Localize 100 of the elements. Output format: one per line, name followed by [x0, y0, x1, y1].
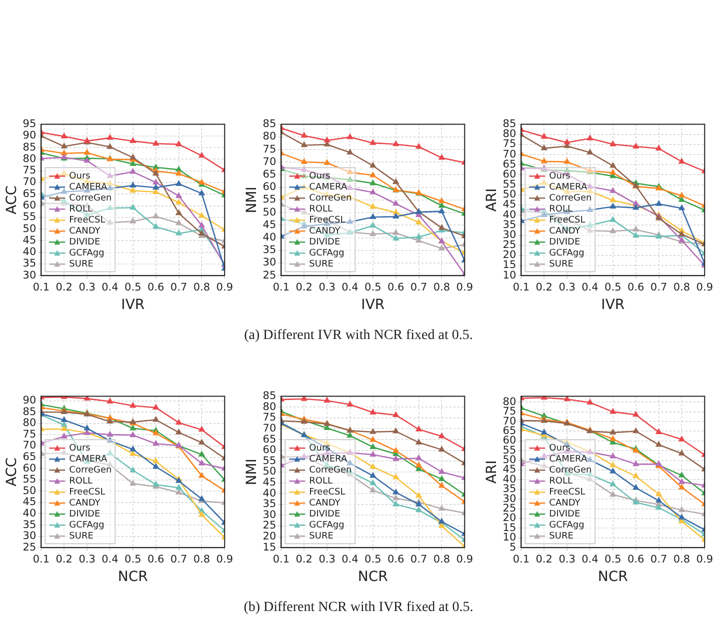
- legend-label: SURE: [69, 531, 94, 542]
- y-tick-label: 20: [262, 530, 276, 543]
- y-tick-label: 50: [22, 484, 36, 497]
- legend-label: FreeCSL: [69, 487, 106, 498]
- legend-label: ROLL: [549, 204, 573, 214]
- x-tick-label: 0.1: [272, 554, 290, 566]
- x-tick-label: 0.4: [342, 282, 359, 294]
- x-tick-label: 0.5: [364, 282, 382, 294]
- y-tick-label: 40: [262, 487, 276, 500]
- y-tick-label: 70: [502, 148, 516, 160]
- y-tick-label: 45: [22, 234, 36, 246]
- y-tick-label: 80: [502, 396, 516, 408]
- y-tick-label: 75: [262, 143, 276, 156]
- x-tick-label: 0.9: [216, 282, 233, 294]
- y-tick-label: 60: [262, 444, 276, 456]
- legend-label: SURE: [549, 531, 574, 542]
- legend-label: CAMERA: [69, 182, 108, 192]
- y-tick-label: 50: [262, 466, 276, 478]
- y-tick-label: 85: [262, 118, 276, 130]
- y-axis-title: ARI: [484, 188, 500, 212]
- y-tick-label: 75: [22, 164, 36, 177]
- x-tick-label: 0.8: [433, 282, 450, 294]
- x-tick-label: 0.9: [696, 282, 713, 294]
- y-tick-label: 90: [22, 394, 36, 407]
- y-tick-label: 35: [502, 483, 516, 496]
- y-tick-label: 45: [262, 476, 276, 488]
- x-tick-label: 0.3: [78, 554, 96, 566]
- x-tick-label: 0.6: [387, 554, 405, 566]
- legend-label: DIVIDE: [69, 509, 100, 520]
- text: (b) Different NCR with IVR fixed at 0.5.: [242, 600, 474, 616]
- x-tick-label: 0.7: [410, 554, 428, 566]
- legend-label: ROLL: [69, 204, 93, 214]
- legend-label: FreeCSL: [549, 487, 586, 498]
- y-tick-label: 20: [502, 512, 516, 524]
- legend-label: ROLL: [69, 476, 93, 486]
- x-tick-label: 0.4: [582, 554, 599, 566]
- legend-label: GCFAgg: [69, 520, 104, 530]
- x-tick-label: 0.9: [696, 554, 713, 566]
- x-tick-label: 0.3: [318, 282, 336, 294]
- y-tick-label: 70: [22, 176, 36, 188]
- x-axis-title: NCR: [118, 569, 148, 586]
- x-tick-label: 0.4: [342, 554, 359, 566]
- y-tick-label: 35: [262, 244, 276, 256]
- legend-label: CAMERA: [549, 454, 588, 464]
- legend-label: Ours: [309, 171, 331, 182]
- x-tick-label: 0.5: [604, 282, 622, 294]
- y-tick-label: 75: [502, 138, 516, 150]
- legend-label: SURE: [69, 259, 94, 270]
- x-tick-label: 0.7: [650, 282, 668, 294]
- x-tick-label: 0.7: [170, 282, 188, 294]
- legend-label: CANDY: [549, 226, 581, 236]
- x-tick-label: 0.3: [558, 282, 576, 294]
- y-tick-label: 15: [262, 541, 276, 554]
- x-tick-label: 0.8: [673, 282, 690, 294]
- x-tick-label: 0.1: [512, 282, 530, 294]
- legend-label: CANDY: [549, 498, 581, 508]
- y-tick-label: 30: [22, 269, 36, 282]
- legend-label: Ours: [309, 443, 331, 454]
- legend-label: FreeCSL: [309, 487, 346, 498]
- y-tick-label: 75: [262, 412, 276, 424]
- y-tick-label: 60: [502, 168, 516, 180]
- x-tick-label: 0.5: [124, 282, 142, 294]
- y-tick-label: 40: [262, 232, 276, 244]
- x-tick-label: 0.5: [364, 554, 382, 566]
- legend-label: Ours: [69, 443, 91, 454]
- y-tick-label: 25: [262, 269, 276, 282]
- y-tick-label: 65: [262, 168, 276, 180]
- legend-label: ROLL: [309, 204, 333, 214]
- text: (a) Different IVR with NCR fixed at 0.5.: [243, 328, 474, 344]
- legend-label: CANDY: [69, 498, 101, 508]
- y-tick-label: 45: [502, 198, 516, 211]
- y-tick-label: 65: [22, 451, 36, 464]
- y-tick-label: 60: [502, 434, 516, 447]
- y-tick-label: 30: [502, 228, 516, 241]
- legend-label: FreeCSL: [309, 215, 346, 226]
- x-tick-label: 0.9: [456, 554, 473, 566]
- y-tick-label: 50: [22, 222, 36, 235]
- y-tick-label: 65: [502, 158, 516, 170]
- y-axis-title: NMI: [244, 186, 260, 214]
- y-tick-label: 45: [502, 464, 516, 476]
- x-tick-label: 0.3: [78, 282, 96, 294]
- y-tick-label: 55: [262, 194, 276, 206]
- y-tick-label: 55: [262, 454, 276, 467]
- x-tick-label: 0.1: [32, 282, 50, 294]
- y-tick-label: 85: [22, 406, 36, 418]
- y-tick-label: 50: [262, 206, 276, 218]
- x-tick-label: 0.7: [650, 554, 668, 566]
- x-tick-label: 0.2: [296, 554, 312, 566]
- x-tick-label: 0.3: [558, 554, 576, 566]
- x-tick-label: 0.4: [102, 282, 119, 294]
- y-tick-label: 70: [22, 440, 36, 452]
- legend-label: DIVIDE: [69, 237, 100, 248]
- x-tick-label: 0.9: [216, 554, 233, 566]
- y-tick-label: 35: [262, 498, 276, 510]
- y-axis-title: ACC: [4, 185, 20, 214]
- y-tick-label: 25: [502, 239, 516, 252]
- legend-label: CAMERA: [309, 454, 348, 464]
- y-tick-label: 15: [502, 522, 516, 534]
- y-tick-label: 75: [22, 428, 36, 440]
- legend-label: GCFAgg: [309, 248, 344, 258]
